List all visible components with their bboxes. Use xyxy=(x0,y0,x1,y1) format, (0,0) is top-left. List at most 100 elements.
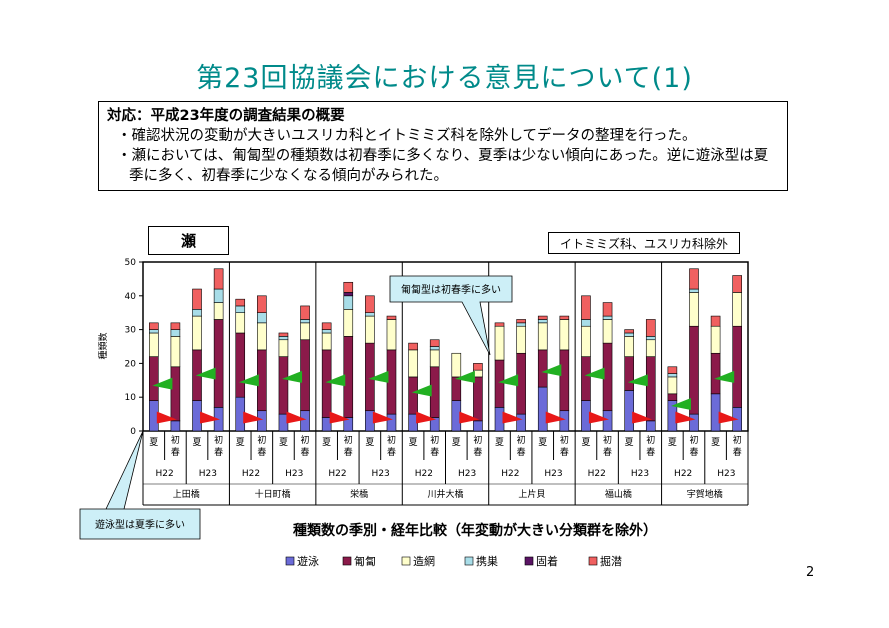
season-label: 春 xyxy=(689,446,698,458)
legend-label-掘潜: 掘潜 xyxy=(600,554,622,568)
bar-segment-匍匐 xyxy=(235,332,246,398)
bar-segment-遊泳 xyxy=(408,413,418,432)
season-label: 初 xyxy=(517,434,526,446)
page-number: 2 xyxy=(806,565,815,580)
page-title: 第23回協議会における意見について(1) xyxy=(196,63,693,94)
bar-segment-掘潜 xyxy=(645,319,656,337)
bar-segment-遊泳 xyxy=(170,420,181,432)
bar-segment-掘潜 xyxy=(300,305,310,320)
station-label: 川井大橋 xyxy=(427,488,463,500)
season-label: 夏 xyxy=(625,437,634,448)
bar-segment-匍匐 xyxy=(581,356,591,401)
bar-segment-掘潜 xyxy=(365,295,375,313)
bar-segment-携巣 xyxy=(645,336,656,341)
bar-segment-掘潜 xyxy=(689,268,699,290)
swim-decrease-arrow xyxy=(718,411,739,424)
bar-segment-造網 xyxy=(235,312,246,334)
callout-swim-text: 遊泳型は夏季に多い xyxy=(95,518,185,531)
crawl-increase-arrow xyxy=(714,370,735,383)
exclusion-note: イトミミズ科、ユスリカ科除外 xyxy=(548,232,740,254)
bar-segment-匍匐 xyxy=(537,349,548,388)
season-label: 初 xyxy=(689,434,698,446)
bar-segment-匍匐 xyxy=(451,376,462,401)
year-label: H22 xyxy=(674,469,692,479)
swim-decrease-arrow xyxy=(329,411,350,424)
bar-segment-携巣 xyxy=(365,312,375,317)
year-label: H23 xyxy=(717,469,735,479)
year-label: H23 xyxy=(372,469,390,479)
season-label: 春 xyxy=(387,446,396,458)
bar-segment-掘潜 xyxy=(149,322,159,330)
bar-segment-造網 xyxy=(429,349,440,368)
year-label: H22 xyxy=(415,469,433,479)
bar-segment-遊泳 xyxy=(300,410,310,432)
season-label: 春 xyxy=(733,446,742,458)
season-label: 春 xyxy=(344,446,353,458)
bar-segment-匍匐 xyxy=(149,356,159,401)
bar-segment-造網 xyxy=(278,339,289,357)
season-label: 初 xyxy=(214,434,223,446)
season-label: 夏 xyxy=(149,437,158,448)
bar-segment-匍匐 xyxy=(624,356,634,391)
bar-segment-匍匐 xyxy=(710,352,721,395)
bar-segment-匍匐 xyxy=(321,349,332,418)
bar-segment-掘潜 xyxy=(473,363,483,371)
season-label: 夏 xyxy=(711,437,720,448)
bar-segment-匍匐 xyxy=(257,349,267,412)
bar-segment-遊泳 xyxy=(516,413,526,432)
bar-segment-造網 xyxy=(321,332,332,351)
season-label: 初 xyxy=(387,434,396,446)
bar-segment-遊泳 xyxy=(473,420,483,432)
bar-segment-携巣 xyxy=(537,319,548,324)
summary-bullet-2: ・瀬においては、匍匐型の種類数は初春季に多くなり、夏季は少ない傾向にあった。逆に… xyxy=(117,148,769,184)
season-label: 春 xyxy=(257,446,266,458)
bar-segment-固着 xyxy=(343,292,354,297)
bar-segment-造網 xyxy=(343,309,354,337)
bar-segment-造網 xyxy=(300,322,310,341)
callout-crawl-bubble xyxy=(389,275,513,356)
station-label: 十日町橋 xyxy=(255,488,291,500)
station-label: 栄橋 xyxy=(350,488,368,500)
bar-segment-掘潜 xyxy=(235,298,246,307)
crawl-increase-arrow xyxy=(325,374,346,387)
bar-segment-掘潜 xyxy=(321,322,332,330)
bar-segment-匍匐 xyxy=(278,356,289,415)
swim-decrease-arrow xyxy=(632,411,653,424)
bar-segment-遊泳 xyxy=(645,420,656,432)
season-label: 春 xyxy=(214,446,223,458)
bar-segment-匍匐 xyxy=(170,366,181,422)
y-tick-label: 10 xyxy=(125,393,137,403)
bar-segment-遊泳 xyxy=(278,413,289,432)
season-label: 夏 xyxy=(279,437,288,448)
year-label: H23 xyxy=(544,469,562,479)
bar-segment-匍匐 xyxy=(213,319,224,408)
year-label: H23 xyxy=(199,469,217,479)
bar-segment-携巣 xyxy=(213,288,224,303)
legend-label-固着: 固着 xyxy=(536,554,558,568)
bar-segment-匍匐 xyxy=(689,325,699,415)
bar-segment-匍匐 xyxy=(386,349,397,415)
summary-bullet-1: ・確認状況の変動が大きいユスリカ科とイトミミズ科を除外してデータの整理を行った。 xyxy=(117,128,697,144)
bar-segment-携巣 xyxy=(192,309,202,317)
swim-decrease-arrow xyxy=(545,411,566,424)
summary-heading: 対応：平成23年度の調査結果の概要 xyxy=(107,108,345,124)
bar-segment-掘潜 xyxy=(667,366,678,374)
habitat-label: 瀬 xyxy=(148,226,229,255)
bar-segment-匍匐 xyxy=(602,342,613,412)
season-label: 初 xyxy=(603,434,612,446)
bar-segment-遊泳 xyxy=(365,410,375,432)
bar-segment-掘潜 xyxy=(559,315,570,320)
bar-segment-遊泳 xyxy=(710,393,721,432)
year-label: H22 xyxy=(155,469,173,479)
bar-segment-掘潜 xyxy=(257,295,267,313)
crawl-increase-arrow xyxy=(195,367,216,380)
station-label: 宇賀地橋 xyxy=(687,488,723,500)
bar-segment-造網 xyxy=(732,292,742,327)
year-label: H22 xyxy=(501,469,519,479)
season-label: 夏 xyxy=(322,437,331,448)
bar-segment-掘潜 xyxy=(710,315,721,327)
season-label: 夏 xyxy=(668,437,677,448)
season-label: 春 xyxy=(171,446,180,458)
season-label: 初 xyxy=(560,434,569,446)
y-tick-label: 40 xyxy=(125,292,137,302)
